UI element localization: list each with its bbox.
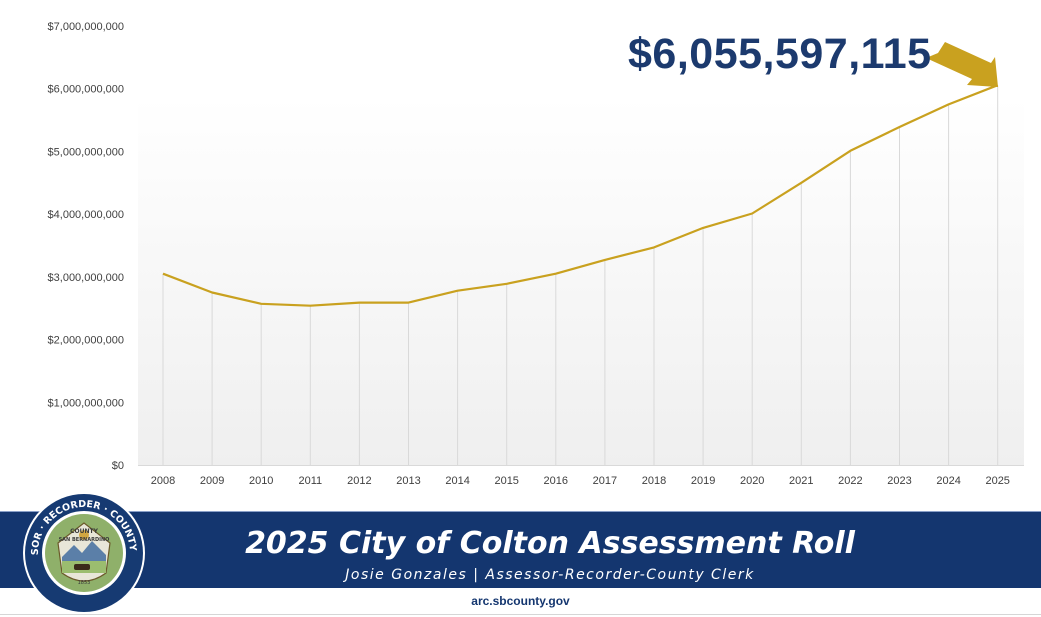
y-tick-label: $5,000,000,000	[48, 146, 124, 158]
x-tick-label: 2020	[740, 475, 764, 487]
y-tick-label: $7,000,000,000	[48, 21, 124, 33]
latest-value-callout: $6,055,597,115	[628, 30, 932, 78]
x-tick-label: 2016	[544, 475, 568, 487]
x-tick-label: 2008	[151, 475, 175, 487]
y-tick-label: $0	[112, 460, 124, 472]
x-tick-label: 2011	[298, 475, 322, 487]
y-tick-label: $4,000,000,000	[48, 209, 124, 221]
banner-subtitle: Josie Gonzales | Assessor-Recorder-Count…	[345, 567, 755, 583]
x-tick-label: 2010	[249, 475, 273, 487]
y-tick-label: $6,000,000,000	[48, 84, 124, 96]
x-tick-label: 2023	[887, 475, 911, 487]
x-tick-label: 2019	[691, 475, 715, 487]
x-tick-label: 2009	[200, 475, 224, 487]
x-tick-label: 2018	[642, 475, 666, 487]
y-tick-label: $3,000,000,000	[48, 272, 124, 284]
x-tick-label: 2014	[445, 475, 469, 487]
x-tick-label: 2015	[494, 475, 518, 487]
x-tick-label: 2024	[936, 475, 960, 487]
seal-inner-mid: SAN BERNARDINO	[59, 537, 110, 543]
website-link[interactable]: arc.sbcounty.gov	[471, 594, 570, 608]
x-tick-label: 2021	[789, 475, 813, 487]
series-line	[162, 84, 999, 307]
x-tick-label: 2025	[985, 475, 1009, 487]
assessment-line-chart: $0 $1,000,000,000 $2,000,000,000 $3,000,000…	[48, 21, 1024, 487]
x-tick-label: 2013	[396, 475, 420, 487]
title-banner: 2025 City of Colton Assessment Roll Josi…	[0, 511, 1041, 588]
x-tick-label: 2017	[593, 475, 617, 487]
plot-background	[138, 97, 1024, 466]
footer-divider	[0, 614, 1041, 615]
x-tick-label: 2012	[347, 475, 371, 487]
banner-title: 2025 City of Colton Assessment Roll	[245, 526, 855, 561]
y-tick-label: $1,000,000,000	[48, 397, 124, 409]
x-tick-label: 2022	[838, 475, 862, 487]
seal-inner-bottom: 1853	[78, 580, 91, 586]
seal-inner-top: COUNTY	[70, 528, 98, 535]
y-tick-label: $2,000,000,000	[48, 335, 124, 347]
callout-arrow	[926, 42, 998, 87]
county-seal-logo: ASSESSOR · RECORDER · COUNTY CLERK COUNT…	[22, 491, 145, 614]
